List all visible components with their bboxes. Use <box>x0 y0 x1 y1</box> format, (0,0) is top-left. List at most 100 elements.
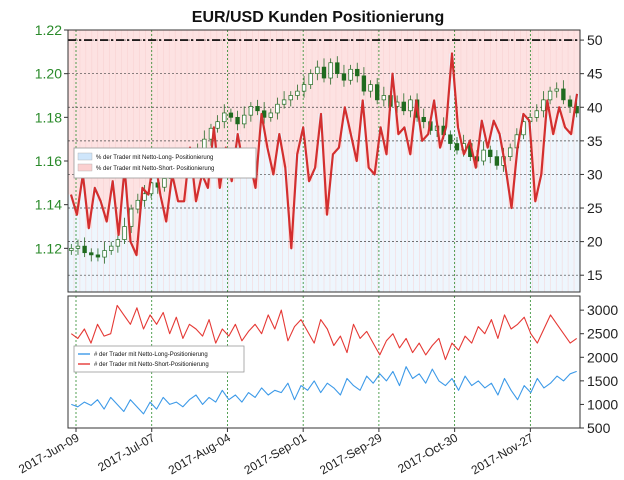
x-tick-label: 2017-Jul-07 <box>95 430 157 474</box>
long-area-stripe <box>157 194 164 292</box>
long-area-stripe <box>544 100 551 293</box>
top-panel-background <box>67 30 581 293</box>
short-area-stripe <box>389 30 396 74</box>
long-area-stripe <box>103 221 110 292</box>
long-area-stripe <box>413 100 420 293</box>
candle-body <box>228 112 234 118</box>
x-tick-label: 2017-Jun-09 <box>16 430 82 476</box>
legend-box <box>73 345 245 373</box>
long-area-stripe <box>288 248 295 292</box>
left-tick-label: 1.20 <box>35 66 62 82</box>
short-area-stripe <box>335 30 343 148</box>
x-tick-label: 2017-Oct-30 <box>395 430 460 476</box>
x-tick-label: 2017-Sep-01 <box>242 430 309 477</box>
short-area-stripe <box>270 30 277 175</box>
long-area-stripe <box>204 187 212 292</box>
long-area-stripe <box>115 234 122 292</box>
candle-body <box>301 84 307 92</box>
candle-body <box>235 116 240 125</box>
right-tick-label: 40 <box>587 99 603 115</box>
short-area-stripe <box>341 30 349 108</box>
long-area-stripe <box>175 201 182 292</box>
short-area-stripe <box>324 30 331 215</box>
candle-body <box>541 99 546 112</box>
candle-body <box>361 75 367 92</box>
short-area-stripe <box>556 30 563 108</box>
short-area-stripe <box>169 30 176 175</box>
short-area-stripe <box>329 30 337 155</box>
long-area-stripe <box>169 174 176 292</box>
short-area-stripe <box>163 30 170 222</box>
long-area-stripe <box>490 120 497 292</box>
legend-label: % der Trader mit Netto-Long- Positionier… <box>96 155 213 161</box>
long-area-stripe <box>145 194 152 292</box>
short-area-stripe <box>204 30 212 188</box>
bottom-panel-frame <box>67 295 581 429</box>
short-area-stripe <box>460 30 468 155</box>
short-area-stripe <box>544 30 551 101</box>
long-area-stripe <box>85 228 93 292</box>
left-tick-label: 1.14 <box>35 197 62 213</box>
short-area-stripe <box>282 30 289 168</box>
candle-body <box>115 239 121 247</box>
long-area-stripe <box>258 113 265 292</box>
long-area-stripe <box>163 221 170 292</box>
long-area-stripe <box>282 167 289 292</box>
candle-body <box>275 103 280 114</box>
long-area-stripe <box>520 113 527 292</box>
candle-body <box>368 84 373 92</box>
short-area-stripe <box>359 30 366 101</box>
short-area-stripe <box>127 30 134 242</box>
right-tick-label: 2500 <box>587 326 618 342</box>
short-area-stripe <box>216 30 224 188</box>
long-area-stripe <box>359 100 366 293</box>
candle-body <box>122 226 127 240</box>
candle-body <box>89 252 94 256</box>
short-area-stripe <box>264 30 271 148</box>
candle-body <box>142 193 147 201</box>
long-area-stripe <box>234 134 241 292</box>
long-area-stripe <box>496 134 503 292</box>
x-tick-label: 2017-Nov-27 <box>469 430 536 477</box>
short-area-stripe <box>79 30 87 175</box>
right-tick-label: 2000 <box>587 349 618 365</box>
legend-swatch <box>77 152 93 161</box>
short-area-stripe <box>175 30 182 202</box>
long-area-stripe <box>79 174 87 292</box>
candle-body <box>567 99 573 107</box>
trader-count-path <box>71 366 577 415</box>
candle-body <box>381 95 387 101</box>
short-area-stripe <box>431 30 438 101</box>
long-area-stripe <box>431 100 438 293</box>
candle-body <box>315 66 320 75</box>
long-area-stripe <box>449 53 456 293</box>
short-area-stripe <box>520 30 527 114</box>
long-area-stripe <box>329 154 337 292</box>
price-candles <box>69 56 579 264</box>
short-area-stripe <box>198 30 206 175</box>
candle-body <box>268 112 273 118</box>
right-tick-label: 20 <box>587 234 603 250</box>
candle-body <box>481 149 486 162</box>
candle-body <box>288 95 293 101</box>
long-area-stripe <box>460 154 468 292</box>
candle-body <box>508 147 513 157</box>
candle-body <box>102 250 107 258</box>
short-area-stripe <box>443 30 450 128</box>
bottom-panel-legend: # der Trader mit Netto-Long-Positionieru… <box>73 345 245 373</box>
right-tick-label: 500 <box>587 420 611 436</box>
short-area-stripe <box>312 30 319 168</box>
candle-body <box>534 110 539 118</box>
long-area-stripe <box>109 181 116 292</box>
candle-body <box>328 62 333 79</box>
long-area-stripe <box>300 127 307 293</box>
short-area-stripe <box>454 30 462 128</box>
long-area-stripe <box>228 181 235 292</box>
long-area-stripe <box>306 181 313 292</box>
long-area-stripe <box>407 154 414 292</box>
candle-body <box>421 116 426 123</box>
long-area-stripe <box>240 167 247 292</box>
candle-body <box>547 90 553 101</box>
short-area-stripe <box>276 30 283 135</box>
